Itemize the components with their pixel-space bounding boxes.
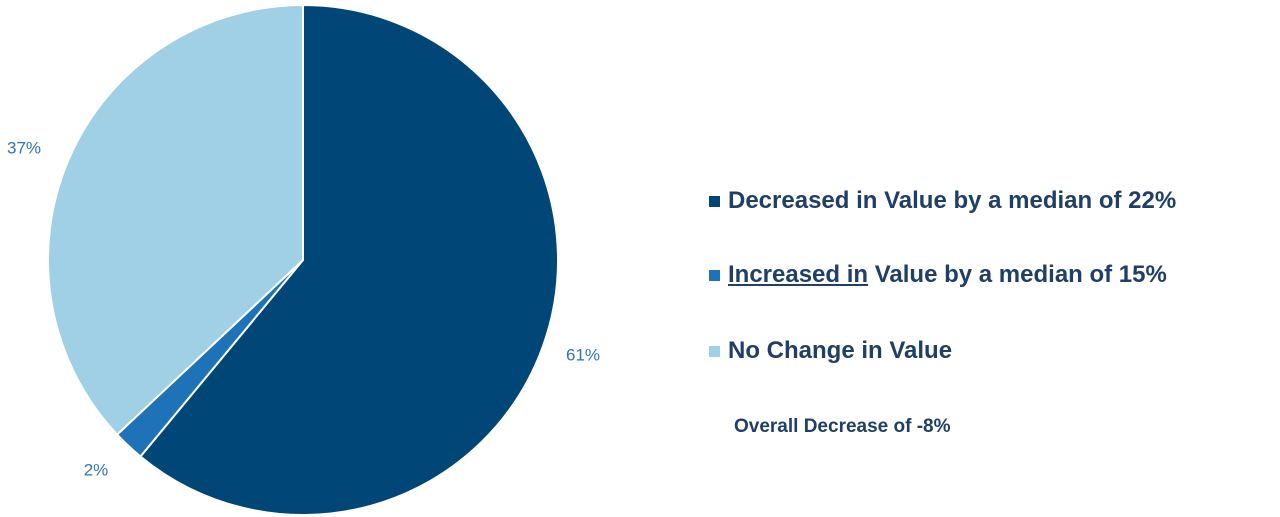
summary-text: Overall Decrease of -8% xyxy=(734,416,951,437)
legend-swatch-no-change xyxy=(709,345,720,357)
pie-slice-decreased xyxy=(139,3,559,516)
data-label-no-change: 37% xyxy=(7,138,41,157)
legend-item-decreased: Decreased in Value by a median of 22% xyxy=(709,181,1269,221)
legend-swatch-increased xyxy=(709,269,720,281)
legend-label-increased-rest: Value by a median of 15% xyxy=(868,261,1167,288)
legend-swatch-decreased xyxy=(709,195,720,207)
legend-item-no-change: No Change in Value xyxy=(709,331,1269,371)
legend-label-no-change: No Change in Value xyxy=(728,337,953,364)
data-label-decreased: 61% xyxy=(566,345,600,364)
data-label-increased: 2% xyxy=(84,460,109,479)
legend-label-decreased: Decreased in Value by a median of 22% xyxy=(728,187,1177,214)
legend-label-increased-underlined: Increased in xyxy=(728,261,869,288)
pie-slice-no-change xyxy=(47,3,304,436)
legend-item-increased: Increased in Value by a median of 15% xyxy=(709,255,1269,295)
legend: Decreased in Value by a median of 22% In… xyxy=(709,181,1269,405)
legend-label-increased: Increased in Value by a median of 15% xyxy=(728,261,1167,289)
